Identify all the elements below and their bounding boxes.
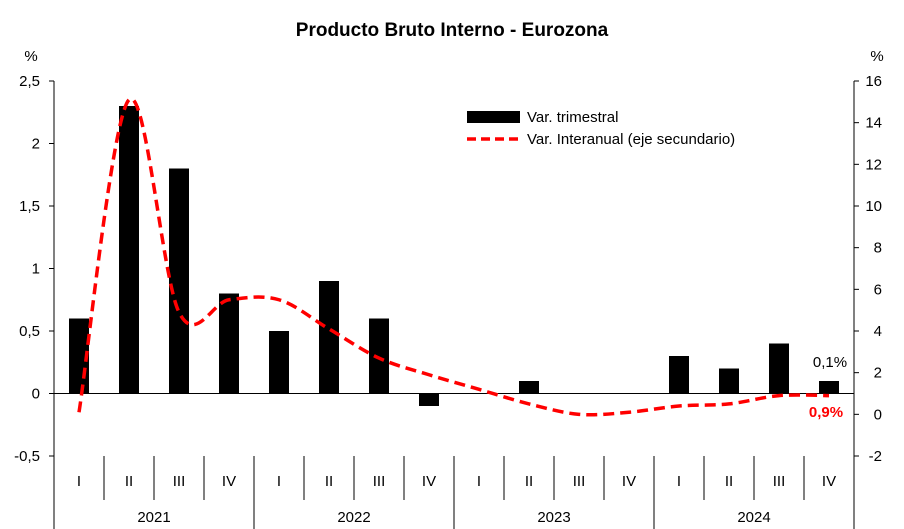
y-right-tick-label: 4 bbox=[874, 323, 882, 340]
y-left-tick-label: 1 bbox=[32, 261, 40, 278]
quarter-label: I bbox=[77, 473, 81, 490]
bar bbox=[169, 168, 189, 394]
quarter-label: II bbox=[725, 473, 733, 490]
bar bbox=[269, 331, 289, 394]
y-right-tick-label: 8 bbox=[874, 240, 882, 257]
legend: Var. trimestral Var. Interanual (eje secu… bbox=[467, 109, 735, 148]
y-right-tick-label: 10 bbox=[865, 198, 882, 215]
interannual-line bbox=[77, 97, 830, 417]
labels-layer: 0,1% 0,9% bbox=[809, 354, 847, 421]
quarter-label: II bbox=[525, 473, 533, 490]
bar bbox=[419, 393, 439, 406]
quarter-label: IV bbox=[622, 473, 636, 490]
line-series-layer bbox=[77, 97, 830, 417]
year-label: 2023 bbox=[537, 509, 570, 526]
y-right-tick-label: 6 bbox=[874, 281, 882, 298]
data-label-quarterly: 0,1% bbox=[813, 354, 847, 371]
quarter-label: III bbox=[773, 473, 786, 490]
y-right-tick-label: 0 bbox=[874, 406, 882, 423]
data-label-interannual: 0,9% bbox=[809, 404, 843, 421]
bar bbox=[119, 106, 139, 394]
y-left-tick-label: 1,5 bbox=[19, 198, 40, 215]
bar bbox=[219, 293, 239, 394]
legend-label-quarterly: Var. trimestral bbox=[527, 109, 618, 126]
y-left-tick-label: 0 bbox=[32, 386, 40, 403]
bar bbox=[519, 381, 539, 394]
quarter-label: III bbox=[573, 473, 586, 490]
bar-series-layer bbox=[69, 106, 839, 406]
bar bbox=[719, 368, 739, 394]
y-left-tick-label: -0,5 bbox=[14, 448, 40, 465]
y-right-tick-label: 2 bbox=[874, 365, 882, 382]
y-right-tick-label: 16 bbox=[865, 73, 882, 90]
quarter-label: III bbox=[173, 473, 186, 490]
y-left-tick-label: 2,5 bbox=[19, 73, 40, 90]
bar bbox=[369, 318, 389, 394]
y-right-unit: % bbox=[870, 48, 883, 65]
bar bbox=[669, 356, 689, 394]
bar bbox=[819, 381, 839, 394]
bar bbox=[769, 343, 789, 394]
y-right-tick-label: 12 bbox=[865, 156, 882, 173]
quarter-label: I bbox=[677, 473, 681, 490]
quarter-label: I bbox=[277, 473, 281, 490]
legend-label-interannual: Var. Interanual (eje secundario) bbox=[527, 131, 735, 148]
legend-swatch-bar bbox=[467, 111, 520, 123]
quarter-label: IV bbox=[822, 473, 836, 490]
year-label: 2024 bbox=[737, 509, 770, 526]
quarter-label: IV bbox=[222, 473, 236, 490]
y-left-unit: % bbox=[24, 48, 37, 65]
y-right-tick-label: -2 bbox=[869, 448, 882, 465]
quarter-label: IV bbox=[422, 473, 436, 490]
chart-title: Producto Bruto Interno - Eurozona bbox=[295, 20, 609, 41]
y-left-tick-label: 2 bbox=[32, 136, 40, 153]
year-label: 2021 bbox=[137, 509, 170, 526]
quarter-label: I bbox=[477, 473, 481, 490]
bar bbox=[319, 281, 339, 394]
y-right-tick-label: 14 bbox=[865, 115, 882, 132]
year-label: 2022 bbox=[337, 509, 370, 526]
quarter-label: II bbox=[325, 473, 333, 490]
quarter-label: II bbox=[125, 473, 133, 490]
quarter-label: III bbox=[373, 473, 386, 490]
y-left-tick-label: 0,5 bbox=[19, 323, 40, 340]
